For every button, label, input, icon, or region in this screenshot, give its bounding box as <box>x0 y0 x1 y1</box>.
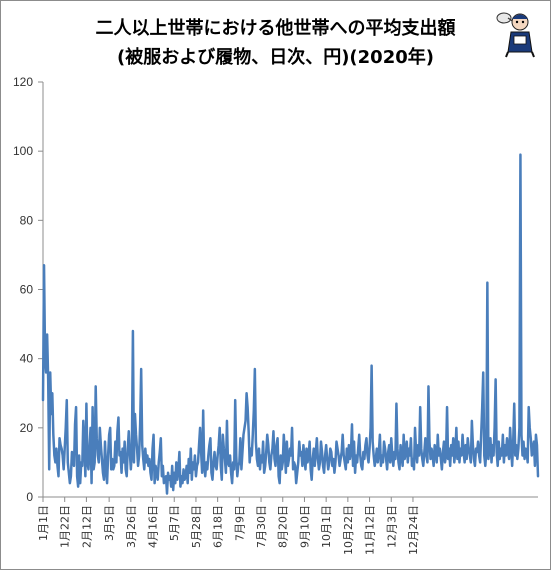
y-tick-label: 100 <box>13 144 33 158</box>
x-tick-label: 11月12日 <box>364 505 377 555</box>
y-tick-label: 120 <box>13 75 33 89</box>
y-tick-label: 60 <box>20 283 34 297</box>
y-tick-label: 20 <box>20 421 34 435</box>
y-tick-label: 80 <box>20 213 34 227</box>
series-line <box>41 153 540 495</box>
x-tick-label: 8月20日 <box>277 505 290 548</box>
x-tick-label: 10月22日 <box>342 505 355 555</box>
x-tick-label: 12月24日 <box>407 505 420 555</box>
y-tick-label: 40 <box>20 352 34 366</box>
x-tick-label: 3月26日 <box>125 505 138 548</box>
chart-title-line2: (被服および履物、日次、円)(2020年) <box>116 47 434 68</box>
x-tick-label: 7月9日 <box>233 505 246 541</box>
x-tick-label: 2月12日 <box>80 505 93 548</box>
series-group <box>41 153 540 495</box>
x-tick-label: 1月1日 <box>37 505 50 541</box>
x-tick-label: 12月3日 <box>385 505 398 548</box>
x-tick-label: 5月7日 <box>168 505 181 541</box>
x-tick-label: 7月30日 <box>255 505 268 548</box>
x-tick-labels: 1月1日 1月22日 2月12日 3月5日 3月26日 4月16日 5月7日 5月28日 6月1… <box>37 505 420 555</box>
x-tick-label: 4月16日 <box>147 505 160 548</box>
x-tick-label: 9月10日 <box>298 505 311 548</box>
chart-title-line1: 二人以上世帯における他世帯への平均支出額 <box>95 18 456 39</box>
x-tick-label: 5月28日 <box>190 505 203 548</box>
x-tick-label: 1月22日 <box>59 505 72 548</box>
y-tick-label: 0 <box>26 490 33 504</box>
x-tick-label: 10月1日 <box>320 505 333 548</box>
mascot-logo-icon <box>496 12 535 58</box>
x-tick-label: 3月5日 <box>103 505 116 541</box>
y-tick-labels: 0 20 40 60 80 100 120 <box>13 75 33 504</box>
x-tick-label: 6月18日 <box>212 505 225 548</box>
